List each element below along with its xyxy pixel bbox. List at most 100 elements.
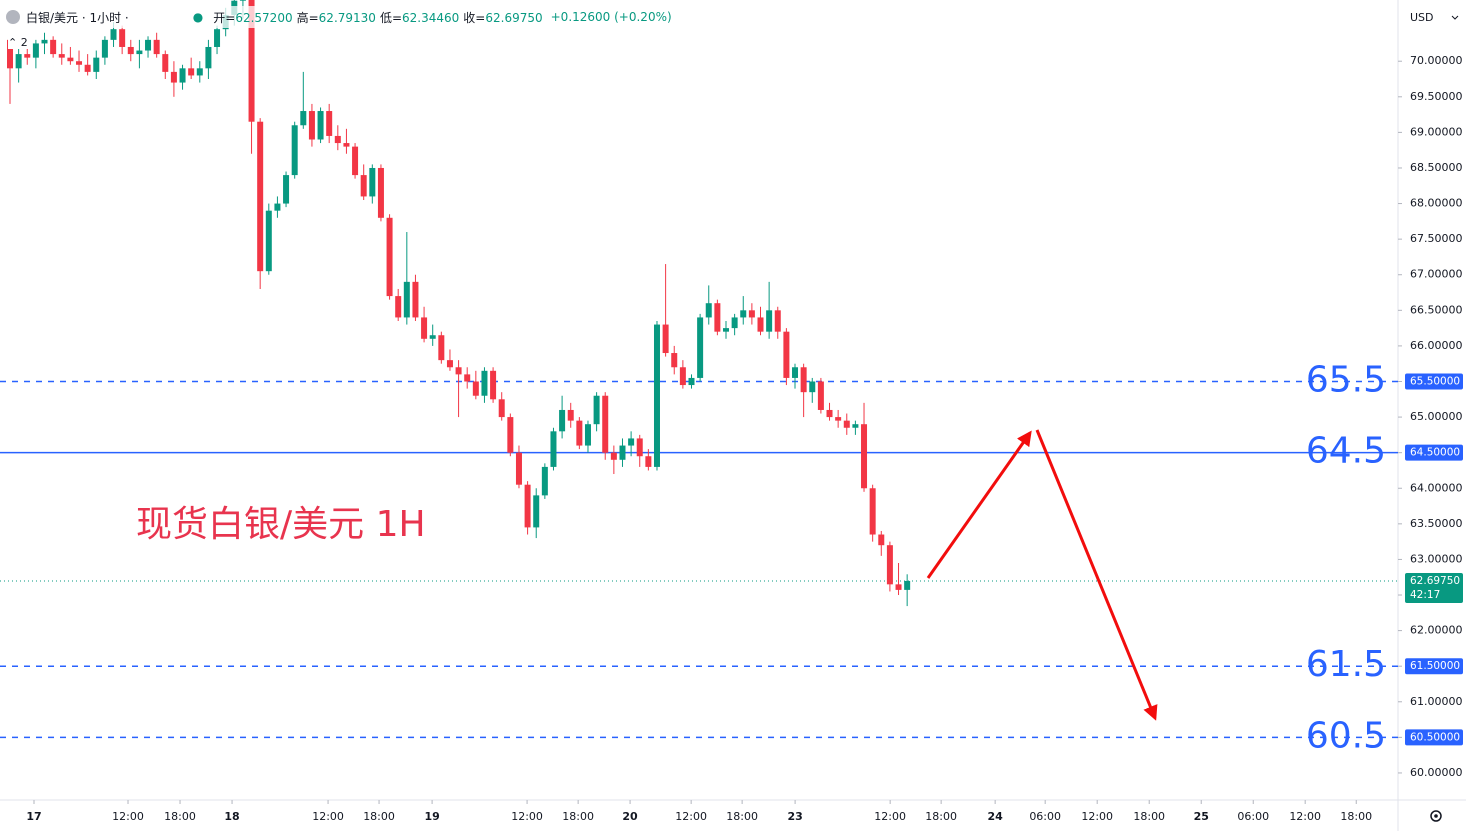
y-tick-label: 67.00000 (1410, 268, 1463, 281)
candle-body (515, 452, 522, 485)
ohlc-value: 62.79130 (318, 10, 376, 25)
ohlc-label: 高 (296, 10, 309, 25)
candle-body (843, 420, 850, 428)
candle-body (136, 50, 143, 55)
candle-body (688, 377, 695, 386)
indicator-toggle[interactable]: ⌃ 2 (8, 36, 28, 49)
level-tag (1405, 444, 1463, 461)
candle-body (395, 296, 402, 318)
x-tick-label: 25 (1194, 810, 1209, 823)
candle-body (619, 445, 626, 460)
candle-body (369, 167, 376, 197)
candle-body (550, 431, 557, 467)
change: +0.12600 (+0.20%) (550, 10, 672, 24)
candle-body (283, 175, 290, 204)
settings-icon[interactable] (1430, 810, 1442, 822)
x-tick-label: 20 (622, 810, 638, 823)
candle-body (110, 29, 117, 40)
x-tick-label: 12:00 (1289, 810, 1321, 823)
candle-body (567, 409, 574, 421)
candle-body (291, 125, 298, 176)
candle-body (429, 335, 436, 339)
candle-body (326, 111, 333, 136)
candle-body (300, 111, 307, 126)
level-tag-label: 60.50000 (1410, 731, 1460, 743)
candle-body (41, 39, 48, 44)
last-price-label: 62.69750 (1410, 575, 1460, 587)
candle-body (653, 324, 660, 467)
x-tick-label: 12:00 (112, 810, 144, 823)
candle-body (731, 317, 738, 329)
candle-body (757, 317, 764, 332)
candle-body (593, 395, 600, 425)
candle-body (852, 424, 859, 428)
candle-body (24, 54, 31, 58)
y-tick-label: 63.00000 (1410, 552, 1463, 565)
candle-body (7, 39, 14, 69)
candle-body (93, 57, 100, 72)
level-tag-label: 64.50000 (1410, 447, 1460, 459)
candle-body (584, 424, 591, 446)
x-tick-label: 18:00 (562, 810, 594, 823)
candle-body (127, 46, 134, 55)
candle-body (239, 0, 246, 1)
candle-body (15, 54, 22, 69)
candle-body (205, 46, 212, 69)
candle-body (533, 495, 540, 528)
x-tick-label: 18:00 (925, 810, 957, 823)
candle-body (308, 111, 315, 140)
candle-body (76, 61, 83, 65)
candle-body (490, 370, 497, 400)
ohlc-value: 62.57200 (235, 10, 293, 25)
level-label: 61.5 (1306, 644, 1386, 685)
candle-body (628, 438, 635, 446)
x-tick-label: 17 (26, 810, 41, 823)
ohlc-value: 62.69750 (485, 10, 543, 25)
x-tick-label: 12:00 (511, 810, 543, 823)
candle-body (817, 381, 824, 410)
candle-body (386, 217, 393, 297)
ohlc-legend: 开=62.57200 高=62.79130 低=62.34460 收=62.69750 (213, 10, 543, 25)
candle-body (145, 39, 152, 51)
candle-body (895, 584, 902, 590)
candle-body (774, 310, 781, 332)
candle-body (576, 420, 583, 446)
candle-body (869, 488, 876, 535)
forecast-arrow-up (926, 430, 1032, 579)
candle-body (188, 68, 195, 76)
candle-body (766, 310, 773, 332)
candle-body (800, 367, 807, 393)
currency: USD (1410, 11, 1434, 24)
candle-body (559, 409, 566, 432)
legend-header: 白银/美元 · 1小时 · ● 开=62.57200 高=62.79130 低=62… (0, 6, 682, 28)
candle-body (602, 395, 609, 453)
candle-body (878, 534, 885, 546)
x-tick-label: 18 (224, 810, 239, 823)
candle-body (274, 203, 281, 211)
candle-body (464, 374, 471, 382)
candle-body (317, 111, 324, 140)
candle-body (697, 317, 704, 378)
currency-caret[interactable] (1451, 15, 1459, 20)
y-tick-label: 60.00000 (1410, 766, 1463, 779)
candle-body (671, 353, 678, 368)
candle-body (645, 456, 652, 467)
candle-body (886, 545, 893, 585)
candle-body (403, 281, 410, 318)
candle-body (343, 143, 350, 147)
x-tick-label: 06:00 (1237, 810, 1269, 823)
y-tick-label: 63.50000 (1410, 517, 1463, 530)
x-tick-label: 12:00 (1081, 810, 1113, 823)
ohlc-label: 低 (379, 10, 392, 25)
y-tick-label: 67.50000 (1410, 232, 1463, 245)
candle-body (723, 328, 730, 332)
y-tick-label: 64.00000 (1410, 481, 1463, 494)
forecast-arrow-down (1035, 429, 1158, 721)
ohlc-value: 62.34460 (402, 10, 460, 25)
candle-body (748, 310, 755, 318)
x-tick-label: 18:00 (726, 810, 758, 823)
candle-body (412, 281, 419, 318)
candle-body (377, 167, 384, 218)
x-tick-label: 19 (424, 810, 439, 823)
